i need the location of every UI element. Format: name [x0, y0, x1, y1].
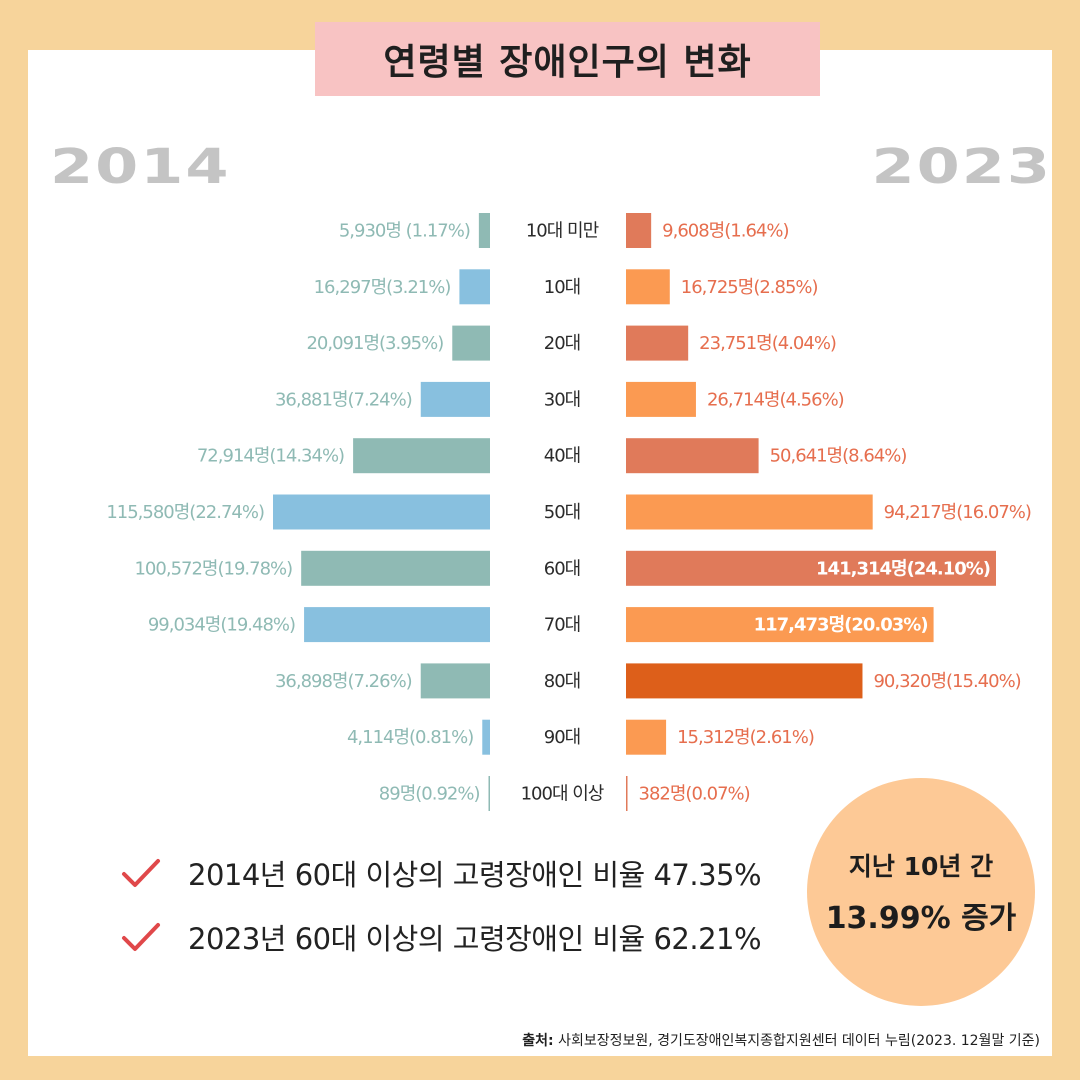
bar-2023-0	[626, 213, 652, 248]
title-banner: 연령별 장애인구의 변화	[315, 22, 820, 96]
category-label-0: 10대 미만	[526, 221, 599, 242]
label-2014-9: 4,114명(0.81%)	[347, 727, 473, 748]
label-2014-3: 36,881명(7.24%)	[275, 389, 412, 410]
label-2014-7: 99,034명(19.48%)	[148, 615, 295, 636]
note-text-2014: 2014년 60대 이상의 고령장애인 비율 47.35%	[188, 858, 762, 892]
label-2023-1: 16,725명(2.85%)	[681, 277, 818, 298]
label-2023-3: 26,714명(4.56%)	[707, 389, 844, 410]
source-text: 사회보장정보원, 경기도장애인복지종합지원센터 데이터 누림(2023. 12월…	[553, 1033, 1040, 1049]
label-2023-8: 90,320명(15.40%)	[873, 671, 1020, 692]
category-label-2: 20대	[544, 333, 580, 354]
bar-2023-4	[626, 438, 759, 474]
label-2014-8: 36,898명(7.26%)	[275, 671, 412, 692]
label-2014-0: 5,930명 (1.17%)	[339, 221, 470, 242]
label-2023-9: 15,312명(2.61%)	[677, 727, 814, 748]
category-label-5: 50대	[544, 502, 580, 523]
year-label-2023: 2023	[871, 138, 1052, 195]
bar-2023-2	[626, 325, 689, 361]
source-prefix: 출처:	[522, 1033, 554, 1049]
note-text-2023: 2023년 60대 이상의 고령장애인 비율 62.21%	[188, 922, 762, 956]
label-2014-5: 115,580명(22.74%)	[106, 502, 264, 523]
category-label-10: 100대 이상	[521, 784, 604, 805]
bar-2014-3	[420, 381, 490, 417]
note-2023: 2023년 60대 이상의 고령장애인 비율 62.21%	[120, 916, 762, 958]
bar-2023-8	[626, 663, 863, 699]
highlight-line-2: 13.99% 증가	[825, 901, 1017, 936]
category-label-4: 40대	[544, 446, 580, 467]
label-2023-6: 141,314명(24.10%)	[816, 558, 990, 579]
category-label-7: 70대	[544, 615, 580, 636]
highlight-line-1: 지난 10년 간	[848, 852, 994, 881]
butterfly-bar-chart: 5,930명 (1.17%) 10대 미만 9,608명(1.64%) 16,297명…	[106, 213, 1032, 811]
bar-2023-5	[626, 494, 873, 530]
label-2014-1: 16,297명(3.21%)	[314, 277, 451, 298]
bar-2014-1	[459, 269, 490, 305]
chart-title: 연령별 장애인구의 변화	[383, 42, 752, 83]
category-label-6: 60대	[544, 558, 580, 579]
bar-2023-10	[626, 776, 628, 811]
bar-2014-6	[301, 550, 490, 586]
bar-2014-9	[482, 719, 490, 755]
category-label-1: 10대	[544, 277, 580, 298]
label-2023-2: 23,751명(4.04%)	[699, 333, 836, 354]
bar-2014-10	[488, 776, 490, 811]
note-2014: 2014년 60대 이상의 고령장애인 비율 47.35%	[120, 852, 762, 894]
label-2014-10: 89명(0.92%)	[379, 784, 480, 805]
category-label-8: 80대	[544, 671, 580, 692]
label-2014-6: 100,572명(19.78%)	[134, 558, 292, 579]
bar-2023-7	[626, 607, 934, 643]
label-2023-10: 382명(0.07%)	[639, 784, 750, 805]
category-label-9: 90대	[544, 727, 580, 748]
bar-2023-6	[626, 550, 996, 586]
bar-2014-8	[420, 663, 490, 699]
bar-2014-2	[452, 325, 490, 361]
check-icon	[122, 859, 160, 887]
category-label-3: 30대	[544, 389, 580, 410]
label-2023-4: 50,641명(8.64%)	[770, 446, 907, 467]
source-note: 출처: 사회보장정보원, 경기도장애인복지종합지원센터 데이터 누림(2023.…	[522, 1030, 1040, 1050]
label-2023-7: 117,473명(20.03%)	[754, 615, 928, 636]
increase-highlight-circle: 지난 10년 간 13.99% 증가	[807, 778, 1035, 1006]
label-2014-4: 72,914명(14.34%)	[197, 446, 344, 467]
label-2023-5: 94,217명(16.07%)	[884, 502, 1031, 523]
bar-2014-4	[353, 438, 490, 474]
bar-2014-5	[273, 494, 490, 530]
check-icon	[122, 923, 160, 951]
bar-2014-7	[304, 607, 490, 643]
year-label-2014: 2014	[50, 138, 231, 195]
bar-2014-0	[478, 213, 490, 248]
label-2014-2: 20,091명(3.95%)	[306, 333, 443, 354]
bar-2023-9	[626, 719, 667, 755]
label-2023-0: 9,608명(1.64%)	[662, 221, 788, 242]
bar-2023-3	[626, 381, 696, 417]
bar-2023-1	[626, 269, 670, 305]
